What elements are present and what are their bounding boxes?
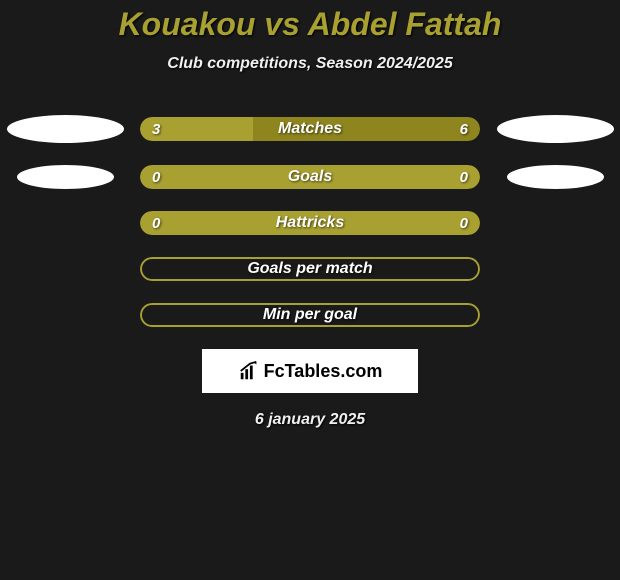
page-title: Kouakou vs Abdel Fattah bbox=[0, 6, 620, 43]
player-oval-left bbox=[7, 115, 124, 143]
left-spacer bbox=[0, 115, 130, 143]
comparison-widget: Kouakou vs Abdel Fattah Club competition… bbox=[0, 0, 620, 429]
stat-label: Min per goal bbox=[140, 303, 480, 327]
logo-text: FcTables.com bbox=[264, 361, 383, 382]
bar-fill bbox=[140, 165, 480, 189]
stat-row: Min per goal bbox=[0, 303, 620, 327]
stat-bar: Min per goal bbox=[140, 303, 480, 327]
bar-outline bbox=[140, 303, 480, 327]
source-logo[interactable]: FcTables.com bbox=[202, 349, 418, 393]
player-oval-right bbox=[507, 165, 604, 189]
stat-bar: 36Matches bbox=[140, 117, 480, 141]
stat-bar: 00Hattricks bbox=[140, 211, 480, 235]
stat-bar: Goals per match bbox=[140, 257, 480, 281]
player-oval-left bbox=[17, 165, 114, 189]
footer-date: 6 january 2025 bbox=[0, 411, 620, 429]
player-oval-right bbox=[497, 115, 614, 143]
stat-label: Goals per match bbox=[140, 257, 480, 281]
left-spacer bbox=[0, 165, 130, 189]
stat-row: Goals per match bbox=[0, 257, 620, 281]
stat-rows: 36Matches 00Goals 00Hattricks Goals per mat… bbox=[0, 115, 620, 327]
bar-fill bbox=[140, 211, 480, 235]
stat-row: 00Goals bbox=[0, 165, 620, 189]
bar-fill-left bbox=[140, 117, 253, 141]
stat-bar: 00Goals bbox=[140, 165, 480, 189]
stat-row: 36Matches bbox=[0, 115, 620, 143]
page-subtitle: Club competitions, Season 2024/2025 bbox=[0, 55, 620, 73]
right-spacer bbox=[490, 165, 620, 189]
bar-outline bbox=[140, 257, 480, 281]
bar-fill-right bbox=[253, 117, 480, 141]
stat-row: 00Hattricks bbox=[0, 211, 620, 235]
chart-icon bbox=[238, 360, 260, 382]
right-spacer bbox=[490, 115, 620, 143]
